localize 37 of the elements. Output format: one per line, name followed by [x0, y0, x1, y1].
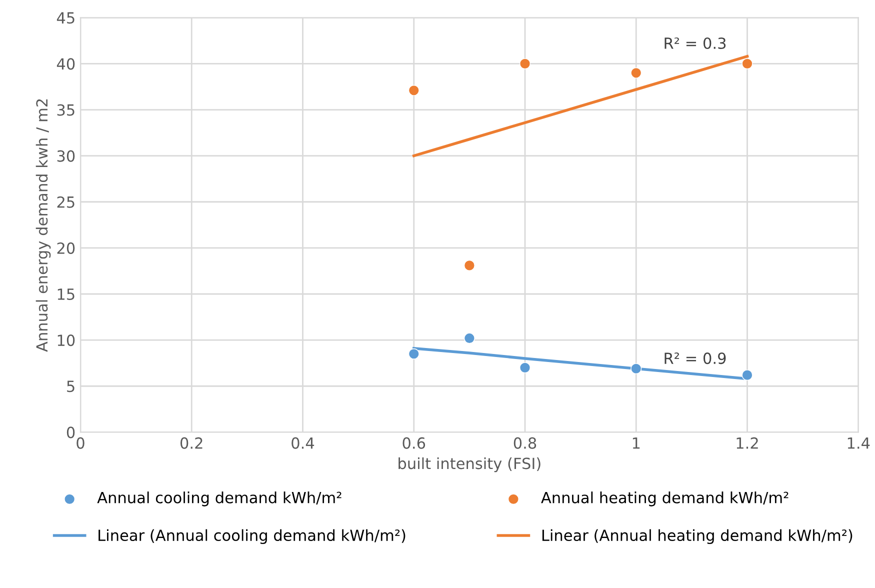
x-tick-label: 0.6 — [402, 437, 426, 449]
y-tick-label: 10 — [58, 334, 75, 346]
x-tick-label: 1.4 — [848, 438, 870, 449]
point — [408, 348, 420, 360]
point — [742, 370, 753, 381]
y-tick-label: 0 — [66, 426, 75, 438]
line-series — [412, 54, 749, 158]
y-tick-label: 15 — [58, 288, 74, 300]
point — [464, 332, 475, 344]
x-tick-label: 0 — [76, 437, 84, 449]
y-tick-label: 5 — [67, 380, 74, 392]
annotation: R² = 0.9 — [664, 352, 726, 364]
y-tick-label: 25 — [57, 196, 74, 208]
y-tick-label: 35 — [57, 104, 74, 116]
point — [630, 363, 642, 374]
point — [630, 67, 642, 78]
legend-label: Linear (Annual cooling demand kWh/m²) — [98, 529, 406, 544]
annotation: R² = 0.3 — [664, 37, 726, 50]
y-tick-label: 30 — [57, 150, 75, 162]
y-tick-label: 20 — [57, 242, 75, 254]
point — [520, 362, 530, 374]
x-tick-label: 1.2 — [736, 437, 758, 449]
point — [520, 58, 530, 70]
legend-label: Linear (Annual heating demand kWh/m²) — [542, 529, 852, 544]
x-axis-title: built intensity (FSI) — [398, 457, 540, 472]
legend-label: Annual heating demand kWh/m² — [541, 492, 788, 506]
legend-label: Annual cooling demand kWh/m² — [97, 492, 342, 506]
y-axis-title: Annual energy demand kwh / m2 — [36, 99, 51, 352]
x-tick-label: 0.2 — [180, 437, 202, 449]
y-tick-label: 40 — [56, 58, 75, 70]
x-tick-label: 0.8 — [514, 437, 536, 449]
x-tick-label: 1 — [632, 438, 640, 449]
y-tick-label: 45 — [56, 12, 74, 24]
point — [742, 58, 753, 70]
point — [464, 260, 475, 271]
point — [408, 84, 420, 96]
x-tick-label: 0.4 — [292, 437, 314, 449]
